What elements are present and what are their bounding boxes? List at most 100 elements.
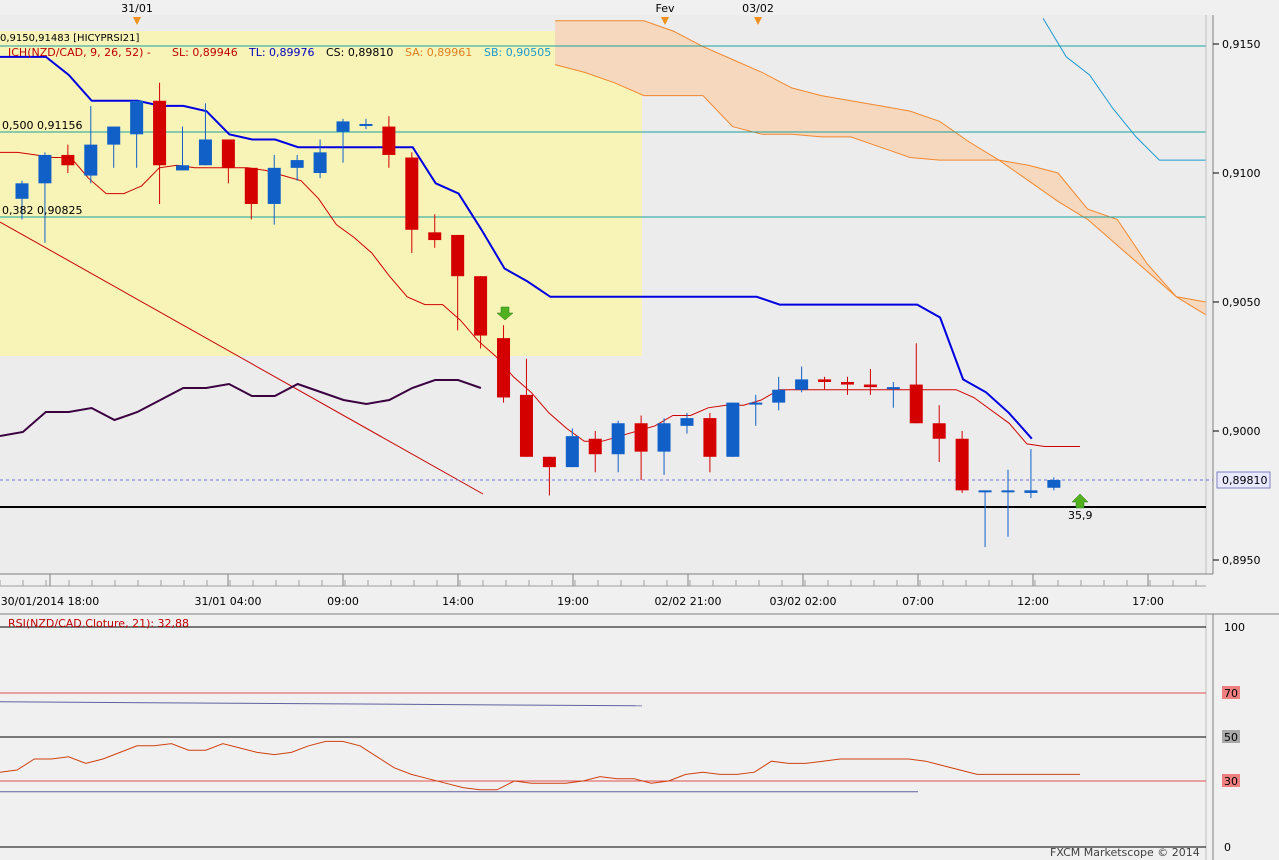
top-marker-arrow-icon xyxy=(661,17,669,25)
candle-body xyxy=(1024,490,1038,493)
candle-body xyxy=(818,379,832,382)
price-tick-label: 0,8950 xyxy=(1222,554,1261,567)
ichimoku-legend: ICH(NZD/CAD, 9, 26, 52) - SL: 0,89946 TL… xyxy=(8,46,551,59)
rsi-level-label: 0 xyxy=(1224,841,1231,854)
ichimoku-legend-cs: CS: 0,89810 xyxy=(326,46,393,59)
ichimoku-legend-sb: SB: 0,90505 xyxy=(484,46,551,59)
candle-body xyxy=(726,402,740,457)
rsi-overlay-line xyxy=(0,379,482,437)
ichimoku-kijun xyxy=(0,55,1033,440)
candle-body xyxy=(703,418,717,457)
candle-body xyxy=(451,234,465,277)
candle-body xyxy=(863,384,877,388)
price-axis: 0,9150 0,9100 0,9050 0,9000 0,8950 xyxy=(1213,38,1261,567)
candle-body xyxy=(565,436,579,468)
candle-body xyxy=(955,438,969,491)
candle-body xyxy=(313,152,327,173)
top-marker-label: 03/02 xyxy=(742,2,774,15)
time-axis-bg xyxy=(0,574,1213,614)
ichimoku-senkou-a-lower xyxy=(554,64,1207,303)
candle-body xyxy=(840,381,854,385)
fib-label-500: 0,500 0,91156 xyxy=(2,119,82,132)
candle-body xyxy=(497,338,511,398)
candle-body xyxy=(405,157,419,230)
price-tick-label: 0,9100 xyxy=(1222,167,1261,180)
candle-body xyxy=(909,384,923,424)
current-price-label: 0,89810 xyxy=(1222,474,1268,487)
candle-body xyxy=(886,387,900,390)
rsi-level-label: 70 xyxy=(1224,687,1238,700)
time-tick-label: 03/02 02:00 xyxy=(770,595,837,608)
candle-body xyxy=(38,154,52,184)
ichimoku-senkou-b xyxy=(1042,17,1206,161)
candle-body xyxy=(1047,480,1061,488)
fib-zone xyxy=(0,31,642,356)
candle-body xyxy=(84,144,98,176)
price-tick-label: 0,9050 xyxy=(1222,296,1261,309)
ichimoku-legend-name: ICH(NZD/CAD, 9, 26, 52) - xyxy=(8,46,151,59)
candle-body xyxy=(795,379,809,390)
rsi-line xyxy=(0,740,1080,791)
candle-body xyxy=(474,276,488,336)
candles-group xyxy=(15,82,1061,548)
candle-body xyxy=(198,139,212,166)
down-arrow-icon xyxy=(496,306,514,321)
time-tick-label: 19:00 xyxy=(557,595,589,608)
rsi-title: RSI(NZD/CAD.Cloture, 21): 32,88 xyxy=(8,617,189,630)
rsi-level-tag xyxy=(1222,774,1240,787)
top-marker-arrow-icon xyxy=(754,17,762,25)
rsi-level-tag xyxy=(1222,686,1240,699)
price-tick-label: 0,9000 xyxy=(1222,425,1261,438)
time-tick-label: 09:00 xyxy=(327,595,359,608)
candle-body xyxy=(221,139,235,168)
rsi-level-tag xyxy=(1222,730,1240,743)
candle-body xyxy=(932,423,946,439)
candle-body xyxy=(359,123,373,126)
candle-body xyxy=(611,423,625,455)
candle-body xyxy=(15,183,29,199)
rsi-levels: 100 70 50 30 0 xyxy=(0,620,1245,854)
fib-label-382: 0,382 0,90825 xyxy=(2,204,82,217)
time-tick-label: 17:00 xyxy=(1132,595,1164,608)
rsi-level-label: 50 xyxy=(1224,731,1238,744)
candle-body xyxy=(244,167,258,204)
candle-body xyxy=(542,456,556,468)
candle-body xyxy=(634,423,648,452)
trend-line xyxy=(0,221,484,495)
candle-body xyxy=(657,423,671,452)
candle-body xyxy=(382,126,396,155)
rsi-trend-upper xyxy=(0,701,643,707)
candle-body xyxy=(267,167,281,204)
time-tick-label: 31/01 04:00 xyxy=(195,595,262,608)
time-tick-label: 07:00 xyxy=(902,595,934,608)
candle-body xyxy=(978,490,992,493)
top-marker-arrow-icon xyxy=(133,17,141,25)
candle-body xyxy=(61,154,75,166)
candle-body xyxy=(290,160,304,168)
ichimoku-cloud xyxy=(555,20,1206,315)
price-tick-label: 0,9150 xyxy=(1222,38,1261,51)
candle-body xyxy=(107,126,121,145)
candle-body xyxy=(1001,490,1015,493)
up-arrow-icon xyxy=(1071,493,1089,509)
time-tick-label: 02/02 21:00 xyxy=(655,595,722,608)
candle-body xyxy=(176,165,190,171)
candle-body xyxy=(519,394,533,457)
ichimoku-legend-sl: SL: 0,89946 xyxy=(172,46,238,59)
rsi-level-label: 30 xyxy=(1224,775,1238,788)
candle-body xyxy=(749,402,763,405)
annotation-value: 35,9 xyxy=(1068,509,1093,522)
candle-body xyxy=(428,232,442,241)
candle-body xyxy=(680,418,694,426)
ichimoku-legend-tl: TL: 0,89976 xyxy=(248,46,315,59)
candle-body xyxy=(588,438,602,455)
candle-body xyxy=(336,121,350,132)
rsi-level-tag xyxy=(1222,620,1240,633)
rsi-level-label: 100 xyxy=(1224,621,1245,634)
candle-body xyxy=(130,100,144,135)
top-markers: 31/01 Fev 03/02 xyxy=(121,2,774,25)
current-price-tag: 0,89810 xyxy=(1216,471,1271,489)
overlay-title: 0,9150,91483 [HICYPRSI21] xyxy=(0,33,139,44)
watermark: FXCM Marketscope © 2014 xyxy=(1050,846,1200,859)
